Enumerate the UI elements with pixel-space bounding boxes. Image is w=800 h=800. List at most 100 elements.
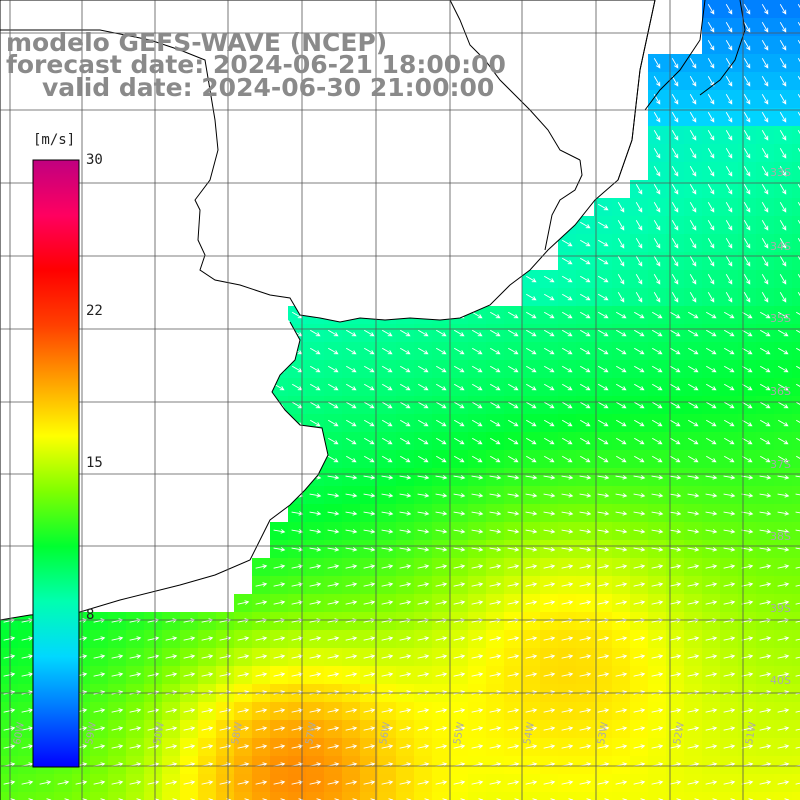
wind-arrow	[453, 564, 466, 569]
wind-arrow	[615, 564, 628, 569]
wind-arrow	[165, 672, 178, 677]
wind-arrow	[490, 365, 501, 373]
speed-cell	[126, 792, 144, 800]
wind-arrow	[327, 511, 340, 516]
wind-arrow	[165, 654, 178, 659]
wind-arrow	[689, 202, 697, 213]
wind-arrow	[309, 654, 322, 659]
wind-arrow	[21, 672, 34, 677]
wind-arrow	[454, 419, 465, 427]
wind-arrow	[255, 726, 268, 731]
wind-arrow	[778, 455, 789, 463]
wind-arrow	[653, 238, 661, 249]
wind-arrow	[381, 547, 394, 552]
wind-arrow	[418, 437, 429, 445]
wind-arrow	[689, 184, 697, 195]
wind-arrow	[797, 58, 800, 63]
wind-arrow	[778, 329, 789, 337]
wind-arrow	[3, 654, 16, 659]
wind-arrow	[707, 130, 715, 141]
wind-arrow	[617, 202, 625, 213]
wind-arrow	[617, 220, 625, 231]
longitude-label: 60W	[12, 721, 27, 745]
wind-arrow	[723, 511, 736, 516]
wind-arrow	[435, 654, 448, 659]
wind-arrow	[328, 329, 339, 337]
wind-arrow	[759, 636, 772, 641]
speed-cell	[720, 792, 738, 800]
wind-arrow	[255, 600, 268, 605]
wind-arrow	[705, 564, 718, 569]
speed-cell	[666, 792, 684, 800]
wind-arrow	[742, 455, 753, 463]
wind-arrow	[237, 744, 250, 749]
wind-arrow	[797, 94, 800, 99]
wind-arrow	[598, 365, 609, 373]
speed-cell	[792, 612, 800, 630]
wind-arrow	[706, 329, 717, 337]
wind-arrow	[544, 365, 555, 373]
wind-arrow	[435, 564, 448, 569]
wind-arrow	[471, 493, 484, 498]
wind-arrow	[417, 529, 430, 534]
wind-arrow	[597, 672, 610, 677]
wind-arrow	[543, 708, 556, 713]
wind-arrow	[399, 600, 412, 605]
wind-arrow	[363, 511, 376, 516]
wind-arrow	[508, 419, 519, 427]
wind-arrow	[417, 654, 430, 659]
wind-arrow	[400, 419, 411, 427]
wind-arrow	[778, 365, 789, 373]
wind-arrow	[489, 493, 502, 498]
latitude-label: 40S	[770, 674, 791, 687]
wind-arrow	[779, 130, 787, 141]
wind-arrow	[725, 256, 733, 267]
wind-arrow	[669, 726, 682, 731]
wind-arrow	[562, 257, 573, 265]
wind-arrow	[562, 347, 573, 355]
wind-arrow	[489, 564, 502, 569]
wind-arrow	[3, 726, 16, 731]
wind-arrow	[687, 726, 700, 731]
wind-arrow	[671, 76, 679, 87]
wind-arrow	[687, 475, 700, 480]
speed-cell	[792, 540, 800, 558]
wind-arrow	[579, 582, 592, 587]
wind-arrow	[183, 654, 196, 659]
wind-arrow	[345, 708, 358, 713]
wind-arrow	[669, 672, 682, 677]
wind-arrow	[327, 672, 340, 677]
wind-arrow	[508, 365, 519, 373]
wind-arrow	[597, 511, 610, 516]
wind-arrow	[705, 475, 718, 480]
wind-arrow	[779, 184, 787, 195]
wind-arrow	[653, 256, 661, 267]
wind-arrow	[364, 455, 375, 463]
wind-arrow	[525, 547, 538, 552]
wind-arrow	[653, 184, 661, 195]
wind-arrow	[561, 600, 574, 605]
wind-arrow	[327, 547, 340, 552]
wind-arrow	[633, 511, 646, 516]
wind-arrow	[453, 600, 466, 605]
wind-arrow	[472, 383, 483, 391]
wind-arrow	[671, 94, 679, 105]
wind-arrow	[724, 437, 735, 445]
wind-arrow	[471, 654, 484, 659]
wind-arrow	[777, 744, 790, 749]
wind-arrow	[797, 238, 800, 243]
wind-arrow	[670, 347, 681, 355]
wind-arrow	[616, 365, 627, 373]
wind-arrow	[669, 654, 682, 659]
wind-arrow	[759, 511, 772, 516]
wind-arrow	[489, 708, 502, 713]
wind-arrow	[598, 239, 609, 247]
speed-cell	[54, 792, 72, 800]
wind-arrow	[436, 329, 447, 337]
wind-arrow	[273, 547, 286, 552]
wind-arrow	[580, 239, 591, 247]
wind-arrow	[544, 293, 555, 301]
wind-arrow	[346, 365, 357, 373]
wind-arrow	[777, 511, 790, 516]
wind-arrow	[93, 636, 106, 641]
